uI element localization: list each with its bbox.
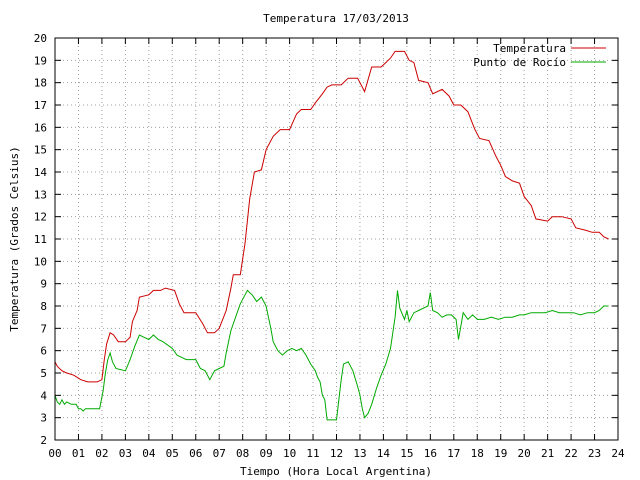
legend-label-temperatura: Temperatura xyxy=(493,42,566,55)
x-tick-label-16: 16 xyxy=(424,447,437,460)
x-tick-label-09: 09 xyxy=(260,447,273,460)
tick-marks xyxy=(54,37,619,441)
x-tick-label-11: 11 xyxy=(306,447,319,460)
x-tick-label-12: 12 xyxy=(330,447,343,460)
y-tick-label-6: 6 xyxy=(40,345,47,358)
y-tick-label-7: 7 xyxy=(40,322,47,335)
legend-label-punto-de-rocio: Punto de Rocío xyxy=(473,56,566,69)
y-tick-label-11: 11 xyxy=(34,233,47,246)
x-tick-label-23: 23 xyxy=(588,447,601,460)
grid xyxy=(55,38,618,440)
chart-title: Temperatura 17/03/2013 xyxy=(263,12,409,25)
y-tick-label-18: 18 xyxy=(34,77,47,90)
x-tick-label-05: 05 xyxy=(166,447,179,460)
y-tick-label-4: 4 xyxy=(40,389,47,402)
y-tick-label-17: 17 xyxy=(34,99,47,112)
series-layer xyxy=(54,50,609,421)
x-tick-label-22: 22 xyxy=(564,447,577,460)
series-line-temperatura xyxy=(54,50,609,383)
y-tick-label-20: 20 xyxy=(34,32,47,45)
y-tick-label-8: 8 xyxy=(40,300,47,313)
x-tick-label-14: 14 xyxy=(377,447,391,460)
series-line-punto-de-rocio xyxy=(54,289,609,421)
x-tick-label-18: 18 xyxy=(471,447,484,460)
y-tick-label-16: 16 xyxy=(34,121,47,134)
x-tick-label-03: 03 xyxy=(119,447,132,460)
legend: Temperatura Punto de Rocío xyxy=(473,42,606,69)
x-tick-label-24: 24 xyxy=(611,447,625,460)
x-tick-label-20: 20 xyxy=(518,447,531,460)
y-tick-label-12: 12 xyxy=(34,211,47,224)
y-tick-label-5: 5 xyxy=(40,367,47,380)
y-tick-label-13: 13 xyxy=(34,188,47,201)
x-tick-label-17: 17 xyxy=(447,447,460,460)
y-tick-label-15: 15 xyxy=(34,144,47,157)
x-tick-label-19: 19 xyxy=(494,447,507,460)
y-tick-label-9: 9 xyxy=(40,278,47,291)
x-tick-label-08: 08 xyxy=(236,447,249,460)
x-tick-label-13: 13 xyxy=(353,447,366,460)
y-tick-label-14: 14 xyxy=(34,166,48,179)
x-tick-label-00: 00 xyxy=(48,447,61,460)
x-tick-label-02: 02 xyxy=(95,447,108,460)
y-tick-label-3: 3 xyxy=(40,412,47,425)
x-tick-labels: 00 01 02 03 04 05 06 07 08 09 10 11 12 13 14 15 16 17 18 19… xyxy=(48,447,625,460)
x-tick-label-06: 06 xyxy=(189,447,202,460)
y-tick-label-19: 19 xyxy=(34,54,47,67)
x-tick-label-01: 01 xyxy=(72,447,85,460)
x-tick-label-21: 21 xyxy=(541,447,554,460)
y-tick-label-10: 10 xyxy=(34,255,47,268)
x-tick-label-04: 04 xyxy=(142,447,156,460)
x-axis-label: Tiempo (Hora Local Argentina) xyxy=(240,465,432,478)
x-tick-label-10: 10 xyxy=(283,447,296,460)
x-tick-label-15: 15 xyxy=(400,447,413,460)
y-tick-label-2: 2 xyxy=(40,434,47,447)
y-tick-labels: 2 3 4 5 6 7 8 9 10 11 12 13 14 15 16 17 18 19 20 xyxy=(34,32,48,447)
x-tick-label-07: 07 xyxy=(213,447,226,460)
y-axis-label: Temperatura (Grados Celsius) xyxy=(8,146,21,331)
